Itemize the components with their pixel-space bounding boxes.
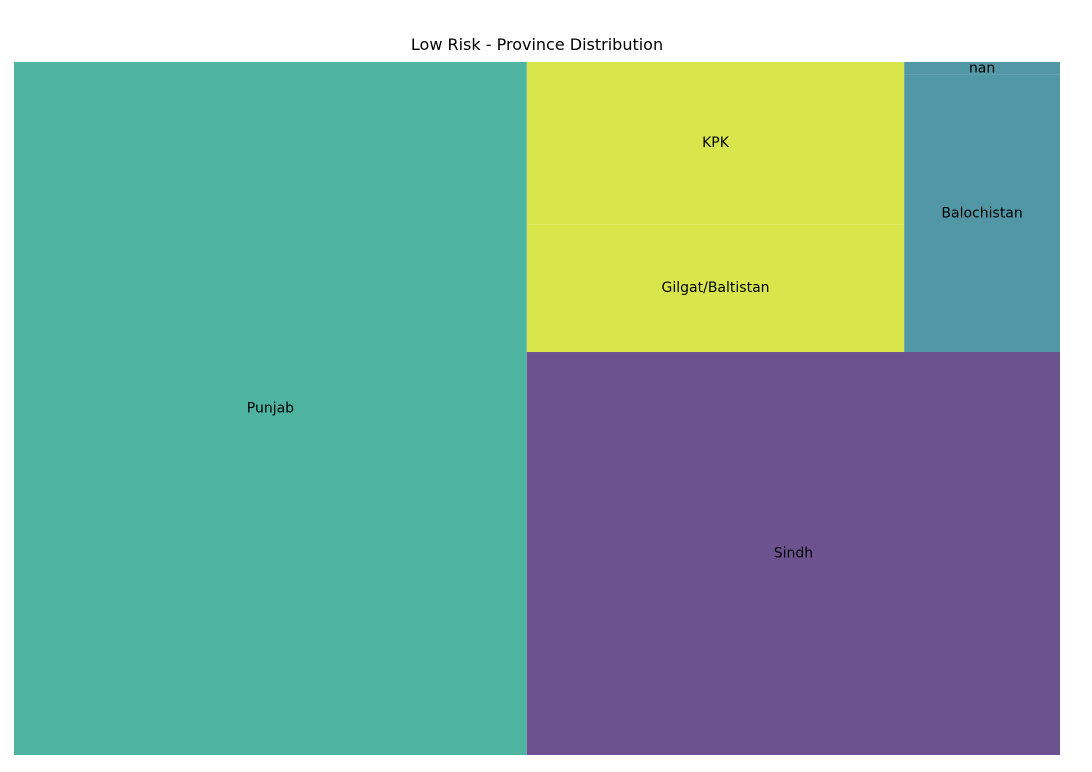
treemap-label-sindh: Sindh	[774, 546, 813, 562]
treemap-label-kpk: KPK	[702, 135, 730, 151]
treemap-tile-kpk	[526, 62, 905, 225]
treemap-tile-nan	[904, 62, 1060, 75]
treemap-tile-balochistan	[904, 74, 1060, 353]
treemap-label-balochistan: Balochistan	[941, 205, 1022, 221]
treemap-label-punjab: Punjab	[247, 401, 294, 417]
treemap-tile-sindh	[526, 352, 1060, 755]
treemap-tile-punjab	[14, 62, 527, 755]
treemap-label-nan: nan	[969, 60, 995, 76]
treemap-tile-gilgat-baltistan	[526, 224, 905, 353]
treemap-label-gilgat-baltistan: Gilgat/Baltistan	[662, 280, 770, 296]
chart-title: Low Risk - Province Distribution	[410, 35, 664, 54]
